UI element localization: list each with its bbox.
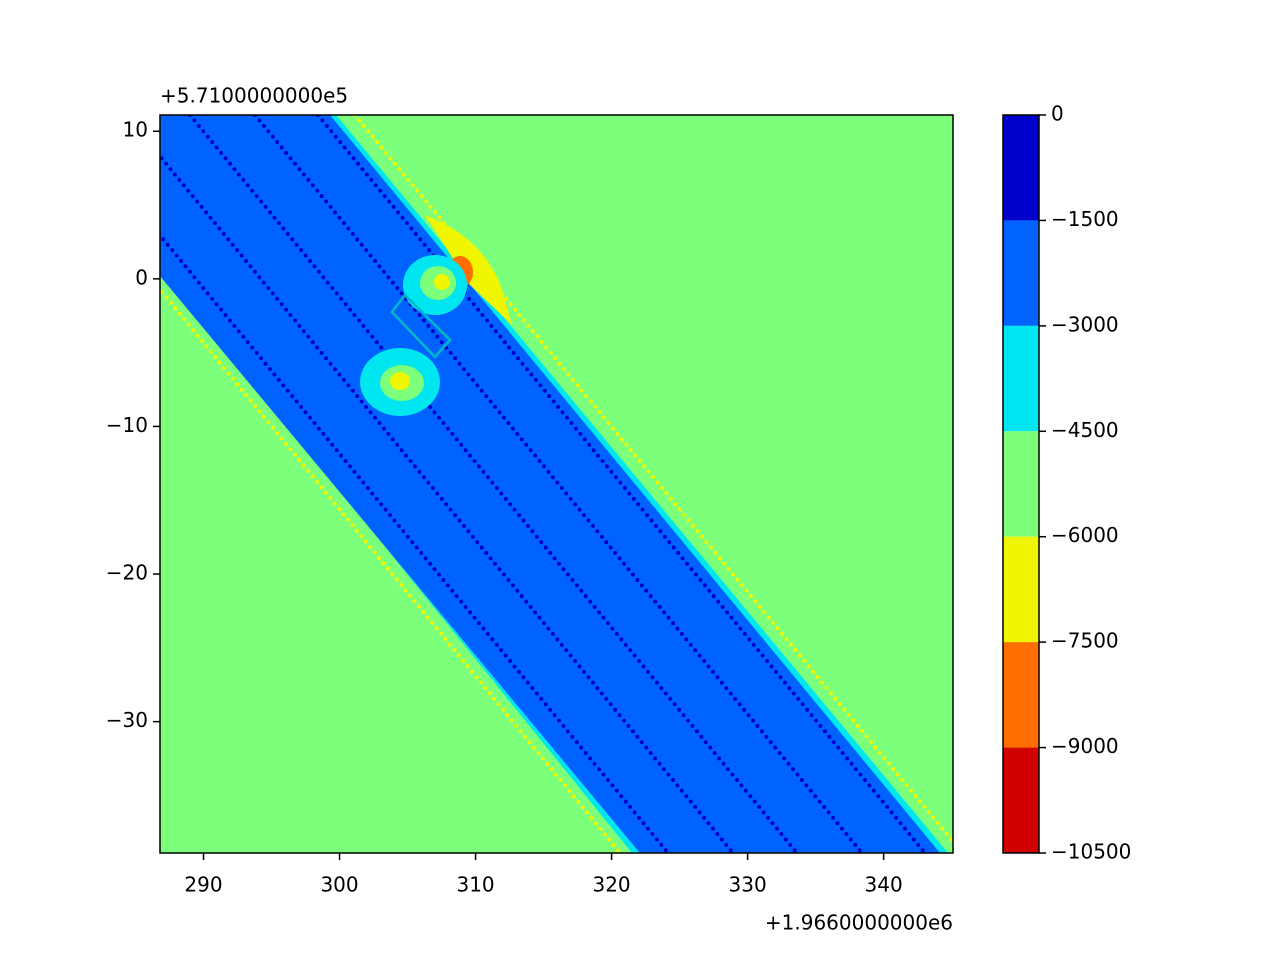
- y-offset-label: +5.7100000000e5: [160, 84, 348, 108]
- blob-center: [434, 274, 450, 290]
- band: [160, 115, 940, 853]
- blob-center: [390, 372, 410, 390]
- outline: [390, 293, 452, 359]
- colorbar-tick-label: 0: [1051, 102, 1064, 126]
- y-tick-label: −20: [106, 561, 148, 585]
- colorbar-tick-label: −6000: [1051, 523, 1119, 547]
- colorbar-tick-label: −4500: [1051, 418, 1119, 442]
- colorbar-band: [1003, 115, 1039, 221]
- x-tick-label: 290: [184, 873, 222, 897]
- colorbar-band: [1003, 642, 1039, 748]
- x-offset-label: +1.9660000000e6: [765, 911, 953, 935]
- colorbar-tick-label: −9000: [1051, 734, 1119, 758]
- colorbar-band: [1003, 325, 1039, 432]
- y-tick-label: −30: [106, 708, 148, 732]
- y-tick-label: 10: [123, 118, 148, 142]
- colorbar-frame: [1002, 114, 1040, 854]
- x-tick-label: 310: [456, 873, 494, 897]
- x-tick-label: 330: [729, 873, 767, 897]
- axes-frame: [159, 114, 954, 854]
- colorbar-tick-label: −3000: [1051, 312, 1119, 336]
- colorbar-band: [1003, 536, 1039, 643]
- colorbar-tick-label: −10500: [1051, 840, 1131, 864]
- colorbar-band: [1003, 747, 1039, 853]
- colorbar-tick-label: −7500: [1051, 629, 1119, 653]
- colorbar-tick-label: −1500: [1051, 207, 1119, 231]
- inner-lines: [160, 115, 927, 853]
- y-tick-label: 0: [135, 265, 148, 289]
- x-tick-label: 320: [592, 873, 630, 897]
- y-tick-label: −10: [106, 413, 148, 437]
- contour-field: [160, 115, 953, 853]
- colorbar-band: [1003, 220, 1039, 326]
- x-tick-label: 300: [320, 873, 358, 897]
- colorbar-band: [1003, 431, 1039, 537]
- x-tick-label: 340: [865, 873, 903, 897]
- outer-lines: [160, 115, 953, 853]
